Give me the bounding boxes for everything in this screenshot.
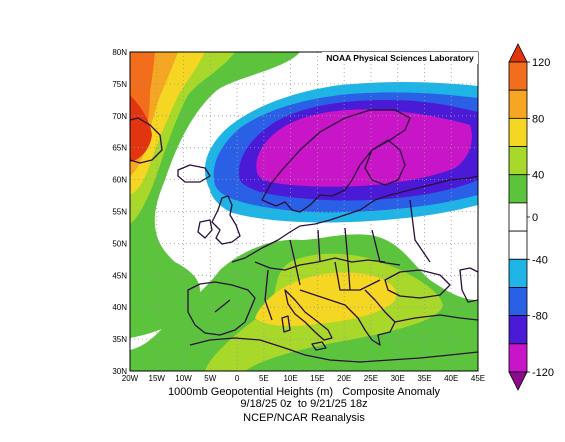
lon-tick-label: 15E xyxy=(310,374,324,383)
map-frame xyxy=(129,51,479,372)
colorbar xyxy=(508,43,528,391)
colorbar-segment xyxy=(508,343,528,373)
lon-tick-label: 5W xyxy=(204,374,216,383)
colorbar-label: -80 xyxy=(532,311,548,323)
lat-tick-label: 40N xyxy=(112,303,127,312)
lon-tick-label: 40E xyxy=(444,374,458,383)
lon-tick-label: 10W xyxy=(175,374,192,383)
lat-tick-label: 45N xyxy=(112,271,127,280)
coast-black-sea xyxy=(384,269,451,299)
lat-tick-label: 60N xyxy=(112,176,127,185)
caption-line-3: NCEP/NCAR Reanalysis xyxy=(243,412,365,424)
lon-tick-label: 45E xyxy=(471,374,485,383)
anomaly-fill-layer xyxy=(130,52,478,371)
latitude-labels: 80N 75N 70N 65N 60N 55N 50N 45N 40N 35N 30N xyxy=(112,48,127,376)
longitude-labels: 20W 15W 10W 5W 0 5E 10E 15E 20E 25E 30E 35E 40E 45E xyxy=(122,374,485,383)
lat-tick-label: 70N xyxy=(112,112,127,121)
colorbar-labels: 120 80 40 0 -40 -80 -120 xyxy=(527,57,554,379)
coast-italy xyxy=(284,289,333,341)
caption-line-2: 9/18/25 0z to 9/21/25 18z xyxy=(240,398,368,410)
contour-band-negative-80 xyxy=(256,109,472,187)
colorbar-segment xyxy=(508,230,528,260)
lon-tick-label: 20E xyxy=(337,374,351,383)
lat-tick-label: 50N xyxy=(112,239,127,248)
colorbar-label: 120 xyxy=(532,57,550,69)
colorbar-tip-bottom xyxy=(508,371,528,391)
coast-britain xyxy=(211,195,241,245)
lon-tick-label: 5E xyxy=(259,374,269,383)
lat-tick-label: 35N xyxy=(112,335,127,344)
lat-tick-label: 30N xyxy=(112,367,127,376)
coast-iceland xyxy=(177,164,211,183)
lon-tick-label: 30E xyxy=(391,374,405,383)
colorbar-segment xyxy=(508,89,528,119)
colorbar-segment xyxy=(508,61,528,91)
colorbar-tip-top xyxy=(508,43,528,63)
lat-tick-label: 55N xyxy=(112,208,127,217)
lat-tick-label: 65N xyxy=(112,144,127,153)
credit-box xyxy=(322,52,478,64)
colorbar-label: 40 xyxy=(532,170,544,182)
coastlines xyxy=(130,109,478,363)
borders-central-europe xyxy=(214,199,431,321)
lon-tick-label: 10E xyxy=(283,374,297,383)
colorbar-segment xyxy=(508,287,528,317)
coast-north-africa xyxy=(189,337,478,363)
coast-balkans xyxy=(329,289,396,346)
coast-north-europe xyxy=(231,175,478,263)
colorbar-label: 80 xyxy=(532,113,544,125)
caption-line-1: 1000mb Geopotential Heights (m) Composit… xyxy=(167,386,441,398)
colorbar-segment xyxy=(508,117,528,147)
coast-sardinia xyxy=(281,315,291,333)
colorbar-segment xyxy=(508,315,528,345)
colorbar-label: -40 xyxy=(532,254,548,266)
credit-label: NOAA Physical Sciences Laboratory xyxy=(326,53,474,63)
lat-tick-label: 75N xyxy=(112,80,127,89)
colorbar-label: 0 xyxy=(532,212,538,224)
colorbar-segment xyxy=(508,202,528,232)
lon-tick-label: 15W xyxy=(149,374,166,383)
lon-tick-label: 0 xyxy=(235,374,240,383)
colorbar-segment xyxy=(508,258,528,288)
coast-sicily xyxy=(311,341,327,351)
lon-tick-label: 35E xyxy=(417,374,431,383)
colorbar-segment xyxy=(508,146,528,176)
lon-tick-label: 25E xyxy=(364,374,378,383)
colorbar-label: -120 xyxy=(532,367,554,379)
lat-tick-label: 80N xyxy=(112,48,127,57)
contour-band-positive-120 xyxy=(130,95,152,162)
coast-caspian xyxy=(459,267,478,303)
coast-iberia xyxy=(187,281,256,336)
coast-ireland xyxy=(197,219,213,239)
lon-tick-label: 20W xyxy=(122,374,139,383)
coast-turkey xyxy=(394,314,478,323)
coast-greenland xyxy=(130,117,163,164)
coast-finland xyxy=(364,139,406,186)
colorbar-segment xyxy=(508,174,528,204)
